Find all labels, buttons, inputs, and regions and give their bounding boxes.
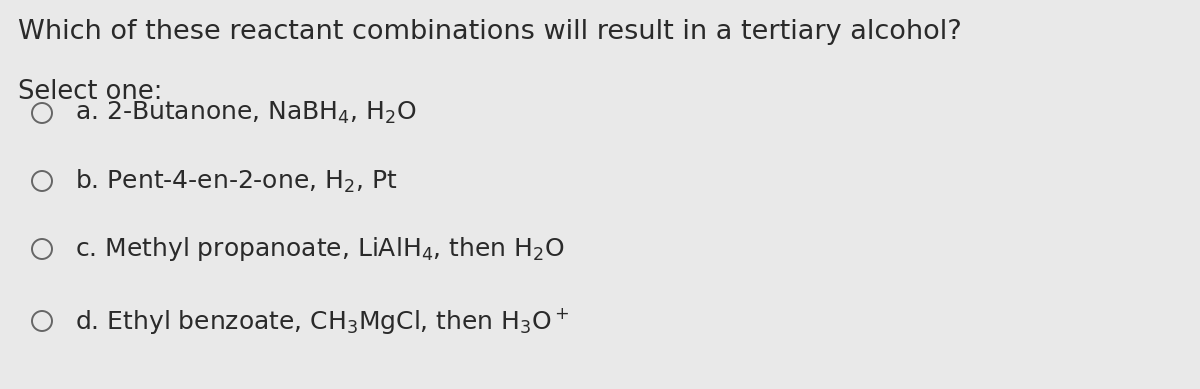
- Text: a. 2-Butanone, NaBH$_4$, H$_2$O: a. 2-Butanone, NaBH$_4$, H$_2$O: [74, 100, 416, 126]
- Text: Which of these reactant combinations will result in a tertiary alcohol?: Which of these reactant combinations wil…: [18, 19, 961, 45]
- Text: Select one:: Select one:: [18, 79, 162, 105]
- Text: b. Pent-4-en-2-one, H$_2$, Pt: b. Pent-4-en-2-one, H$_2$, Pt: [74, 167, 397, 194]
- Text: d. Ethyl benzoate, CH$_3$MgCl, then H$_3$O$^+$: d. Ethyl benzoate, CH$_3$MgCl, then H$_3…: [74, 306, 570, 336]
- Text: c. Methyl propanoate, LiAlH$_4$, then H$_2$O: c. Methyl propanoate, LiAlH$_4$, then H$…: [74, 235, 565, 263]
